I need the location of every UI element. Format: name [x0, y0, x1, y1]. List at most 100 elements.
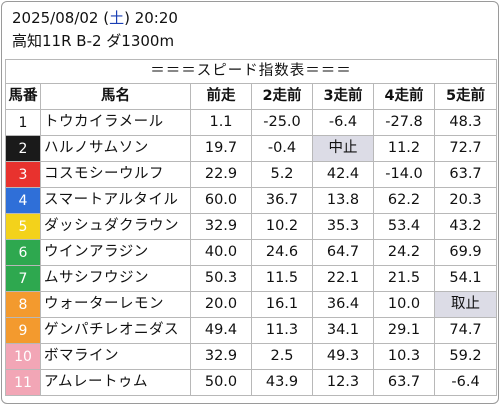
- speed-index-value: -6.4: [312, 109, 374, 136]
- speed-index-value: 48.3: [433, 109, 498, 136]
- horse-name: ウインアラジン: [40, 239, 191, 266]
- table-row: 5 ダッシュダクラウン 32.9 10.2 35.3 53.4 43.2: [5, 213, 498, 240]
- speed-index-value: 50.3: [190, 265, 252, 292]
- horse-name: コスモシーウルフ: [40, 161, 191, 188]
- speed-index-value: 21.5: [373, 265, 435, 292]
- speed-index-value: 59.2: [433, 343, 498, 370]
- speed-index-table: ＝＝＝スピード指数表＝＝＝ 馬番 馬名 前走 2走前 3走前 4走前 5走前 1 トウカイラメ…: [4, 59, 498, 396]
- speed-index-value: 53.4: [373, 213, 435, 240]
- speed-index-value: 74.7: [433, 317, 498, 344]
- time-text: ) 20:20: [124, 9, 178, 27]
- speed-index-value: 5.2: [251, 161, 313, 188]
- horse-name: トウカイラメール: [40, 109, 191, 136]
- table-row: 7 ムサシフウジン 50.3 11.5 22.1 21.5 54.1: [5, 265, 498, 292]
- horse-number: 2: [5, 135, 41, 162]
- speed-index-value: 36.7: [251, 187, 313, 214]
- speed-index-value: 35.3: [312, 213, 374, 240]
- table-body: 1 トウカイラメール 1.1 -25.0 -6.4 -27.8 48.3 2 ハルノサムソン 19…: [5, 109, 498, 396]
- speed-index-value: 42.4: [312, 161, 374, 188]
- speed-index-value: 54.1: [433, 265, 498, 292]
- speed-index-value: 49.3: [312, 343, 374, 370]
- column-header: 3走前: [312, 83, 374, 110]
- horse-number: 5: [5, 213, 41, 240]
- horse-number: 1: [5, 109, 41, 136]
- speed-index-value: 34.1: [312, 317, 374, 344]
- speed-index-value: 11.3: [251, 317, 313, 344]
- column-header-row: 馬番 馬名 前走 2走前 3走前 4走前 5走前: [5, 83, 498, 110]
- speed-index-value: 72.7: [433, 135, 498, 162]
- speed-index-value: 22.1: [312, 265, 374, 292]
- column-header: 4走前: [373, 83, 435, 110]
- speed-index-value: 43.2: [433, 213, 498, 240]
- speed-index-value: 中止: [312, 135, 374, 162]
- speed-index-value: -6.4: [433, 369, 498, 396]
- horse-name: ゲンパチレオニダス: [40, 317, 191, 344]
- weekday: 土: [109, 9, 125, 27]
- speed-index-value: 62.2: [373, 187, 435, 214]
- horse-name: ハルノサムソン: [40, 135, 191, 162]
- table-row: 8 ウォーターレモン 20.0 16.1 36.4 10.0 取止: [5, 291, 498, 318]
- speed-index-value: 13.8: [312, 187, 374, 214]
- speed-index-value: 10.0: [373, 291, 435, 318]
- speed-index-value: 22.9: [190, 161, 252, 188]
- speed-index-value: 10.2: [251, 213, 313, 240]
- horse-name: スマートアルタイル: [40, 187, 191, 214]
- horse-number: 10: [5, 343, 41, 370]
- table-row: 6 ウインアラジン 40.0 24.6 64.7 24.2 69.9: [5, 239, 498, 266]
- speed-index-value: 32.9: [190, 213, 252, 240]
- table-row: 9 ゲンパチレオニダス 49.4 11.3 34.1 29.1 74.7: [5, 317, 498, 344]
- column-header: 2走前: [251, 83, 313, 110]
- speed-index-value: 60.0: [190, 187, 252, 214]
- speed-index-value: 10.3: [373, 343, 435, 370]
- horse-number: 6: [5, 239, 41, 266]
- speed-index-value: -14.0: [373, 161, 435, 188]
- horse-number: 7: [5, 265, 41, 292]
- speed-index-value: 50.0: [190, 369, 252, 396]
- speed-index-value: 16.1: [251, 291, 313, 318]
- horse-number: 8: [5, 291, 41, 318]
- speed-index-value: 19.7: [190, 135, 252, 162]
- speed-index-value: 43.9: [251, 369, 313, 396]
- speed-index-value: 24.6: [251, 239, 313, 266]
- speed-index-value: 20.0: [190, 291, 252, 318]
- date-text: 2025/08/02 (: [12, 9, 110, 27]
- table-row: 1 トウカイラメール 1.1 -25.0 -6.4 -27.8 48.3: [5, 109, 498, 136]
- horse-name: ボマライン: [40, 343, 191, 370]
- speed-index-value: 1.1: [190, 109, 252, 136]
- horse-number: 11: [5, 369, 41, 396]
- race-date: 2025/08/02 (土) 20:20: [12, 7, 178, 28]
- speed-index-value: 29.1: [373, 317, 435, 344]
- speed-index-value: 11.2: [373, 135, 435, 162]
- table-row: 3 コスモシーウルフ 22.9 5.2 42.4 -14.0 63.7: [5, 161, 498, 188]
- speed-index-value: 63.7: [373, 369, 435, 396]
- speed-index-value: 49.4: [190, 317, 252, 344]
- horse-number: 4: [5, 187, 41, 214]
- horse-name: ウォーターレモン: [40, 291, 191, 318]
- horse-number: 3: [5, 161, 41, 188]
- speed-index-value: 32.9: [190, 343, 252, 370]
- table-row: 2 ハルノサムソン 19.7 -0.4 中止 11.2 72.7: [5, 135, 498, 162]
- speed-index-value: 2.5: [251, 343, 313, 370]
- horse-name: アムレートゥム: [40, 369, 191, 396]
- speed-index-value: -0.4: [251, 135, 313, 162]
- table-row: 10 ボマライン 32.9 2.5 49.3 10.3 59.2: [5, 343, 498, 370]
- speed-index-value: 36.4: [312, 291, 374, 318]
- table-title: ＝＝＝スピード指数表＝＝＝: [4, 59, 498, 84]
- speed-index-value: 63.7: [433, 161, 498, 188]
- horse-name: ムサシフウジン: [40, 265, 191, 292]
- speed-index-value: 20.3: [433, 187, 498, 214]
- horse-number: 9: [5, 317, 41, 344]
- speed-index-value: -27.8: [373, 109, 435, 136]
- column-header: 5走前: [433, 83, 498, 110]
- speed-index-value: -25.0: [251, 109, 313, 136]
- speed-index-value: 12.3: [312, 369, 374, 396]
- column-header: 前走: [190, 83, 252, 110]
- column-header: 馬番: [5, 83, 41, 110]
- speed-index-value: 取止: [433, 291, 498, 318]
- horse-name: ダッシュダクラウン: [40, 213, 191, 240]
- speed-index-value: 69.9: [433, 239, 498, 266]
- table-row: 4 スマートアルタイル 60.0 36.7 13.8 62.2 20.3: [5, 187, 498, 214]
- speed-index-value: 64.7: [312, 239, 374, 266]
- speed-index-value: 11.5: [251, 265, 313, 292]
